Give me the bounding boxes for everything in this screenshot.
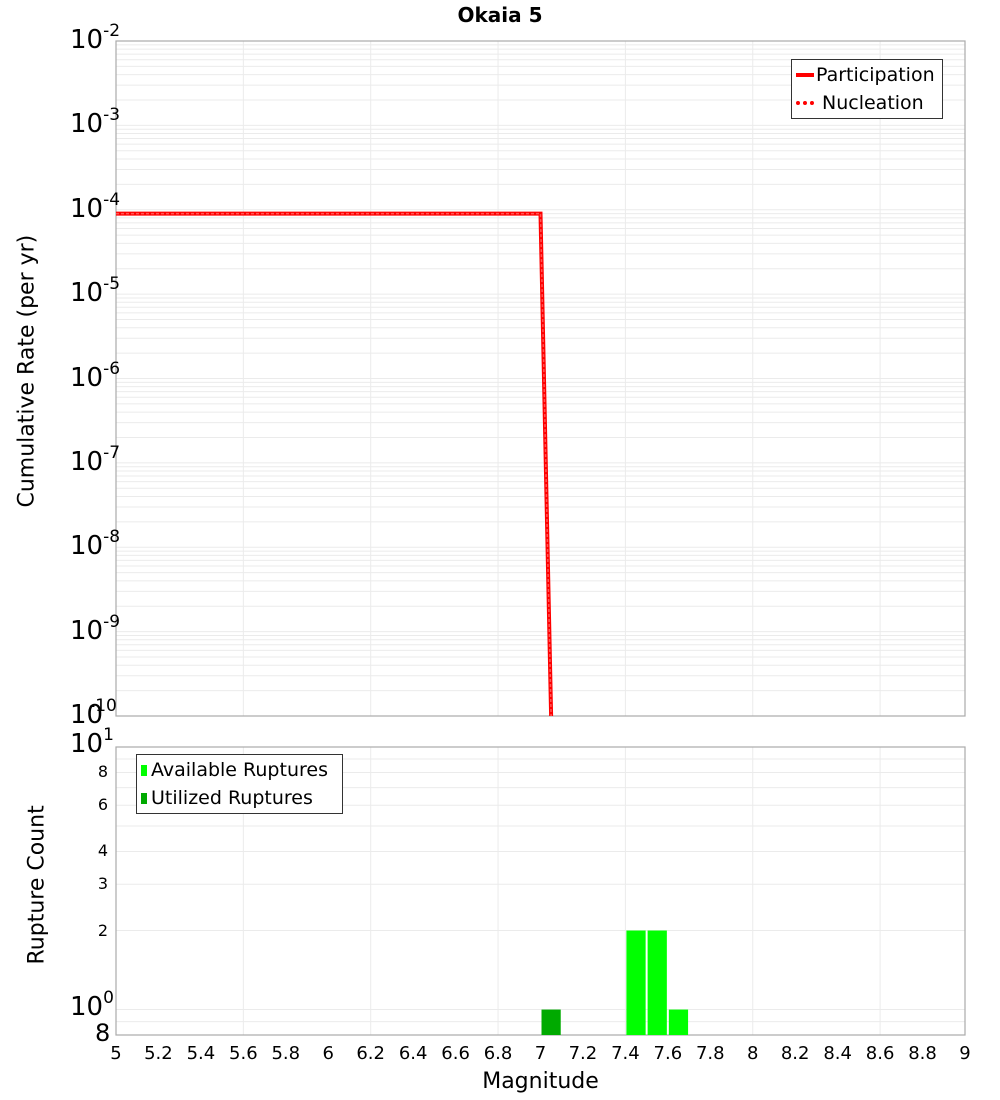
x-tick: 5.8 bbox=[271, 1043, 301, 1064]
top-y-tick: 10-4 bbox=[70, 189, 121, 224]
bottom-y-minor-tick: 6 bbox=[97, 795, 108, 815]
bottom-y-axis-label: Rupture Count bbox=[24, 805, 50, 965]
x-tick: 8 bbox=[747, 1043, 759, 1064]
x-tick: 6.2 bbox=[356, 1043, 385, 1064]
x-tick: 8.2 bbox=[780, 1043, 810, 1064]
x-tick: 7.4 bbox=[611, 1043, 640, 1064]
dotted-line-swatch-icon bbox=[796, 101, 814, 105]
legend-label: Available Ruptures bbox=[151, 759, 328, 781]
legend-nucleation: Nucleation bbox=[792, 89, 942, 117]
bottom-y-tick: 100 bbox=[70, 988, 114, 1022]
green-bar-swatch-icon bbox=[141, 764, 147, 776]
participation-line bbox=[116, 211, 554, 717]
x-tick: 8.6 bbox=[865, 1043, 895, 1064]
top-plot-frame bbox=[115, 40, 966, 717]
bottom-y-minor-tick: 4 bbox=[97, 841, 108, 861]
x-tick: 7.8 bbox=[695, 1043, 725, 1064]
top-y-axis-label: Cumulative Rate (per yr) bbox=[14, 234, 40, 508]
top-y-tick: 10-3 bbox=[70, 105, 121, 140]
top-y-tick: 10-10 bbox=[70, 696, 117, 730]
bottom-plot-frame bbox=[115, 746, 966, 1036]
x-tick: 9 bbox=[959, 1043, 971, 1064]
x-tick: 7.6 bbox=[653, 1043, 683, 1064]
x-tick: 6.4 bbox=[398, 1043, 428, 1064]
nucleation-line bbox=[116, 212, 552, 717]
top-y-tick: 10-5 bbox=[70, 274, 121, 309]
legend-available-ruptures: Available Ruptures bbox=[137, 756, 342, 784]
bottom-y-minor-tick: 2 bbox=[97, 920, 108, 940]
top-y-tick: 10-7 bbox=[70, 442, 121, 477]
legend-participation: Participation bbox=[792, 61, 942, 89]
x-tick: 5.6 bbox=[229, 1043, 258, 1064]
legend-label: Utilized Ruptures bbox=[151, 787, 313, 809]
available-ruptures-bar bbox=[668, 1009, 689, 1035]
x-tick: 7 bbox=[534, 1043, 547, 1064]
top-y-tick: 10-6 bbox=[70, 358, 121, 393]
top-y-tick: 10-9 bbox=[70, 611, 121, 646]
x-axis-label: Magnitude bbox=[482, 1069, 599, 1094]
bottom-y-low-tick: 8 bbox=[95, 1019, 111, 1047]
top-y-tick: 10-2 bbox=[70, 21, 121, 55]
available-ruptures-bar bbox=[647, 930, 667, 1035]
x-tick: 5.4 bbox=[186, 1043, 216, 1064]
bottom-y-tick: 101 bbox=[70, 725, 114, 759]
available-ruptures-bar bbox=[626, 930, 646, 1035]
x-tick: 8.8 bbox=[908, 1043, 937, 1064]
dark-green-bar-swatch-icon bbox=[141, 792, 147, 804]
x-tick: 8.4 bbox=[823, 1043, 852, 1064]
gridlines bbox=[115, 41, 965, 1036]
x-tick: 5 bbox=[110, 1043, 122, 1064]
x-tick: 6 bbox=[322, 1043, 334, 1064]
utilized-ruptures-bar bbox=[541, 1009, 561, 1035]
bottom-legend: Available Ruptures Utilized Ruptures bbox=[136, 754, 343, 814]
top-legend: Participation Nucleation bbox=[791, 59, 943, 119]
legend-label: Participation bbox=[816, 64, 935, 86]
legend-utilized-ruptures: Utilized Ruptures bbox=[137, 784, 342, 812]
solid-line-swatch-icon bbox=[796, 73, 814, 77]
bottom-y-minor-tick: 8 bbox=[97, 762, 108, 782]
x-tick: 5.2 bbox=[144, 1043, 173, 1064]
legend-label: Nucleation bbox=[822, 92, 924, 114]
bottom-y-minor-tick: 3 bbox=[97, 874, 108, 894]
x-tick: 6.8 bbox=[483, 1043, 513, 1064]
top-y-tick: 10-8 bbox=[70, 527, 121, 562]
x-tick: 7.2 bbox=[568, 1043, 598, 1064]
x-tick: 6.6 bbox=[441, 1043, 470, 1064]
chart-title: Okaia 5 bbox=[457, 3, 543, 27]
